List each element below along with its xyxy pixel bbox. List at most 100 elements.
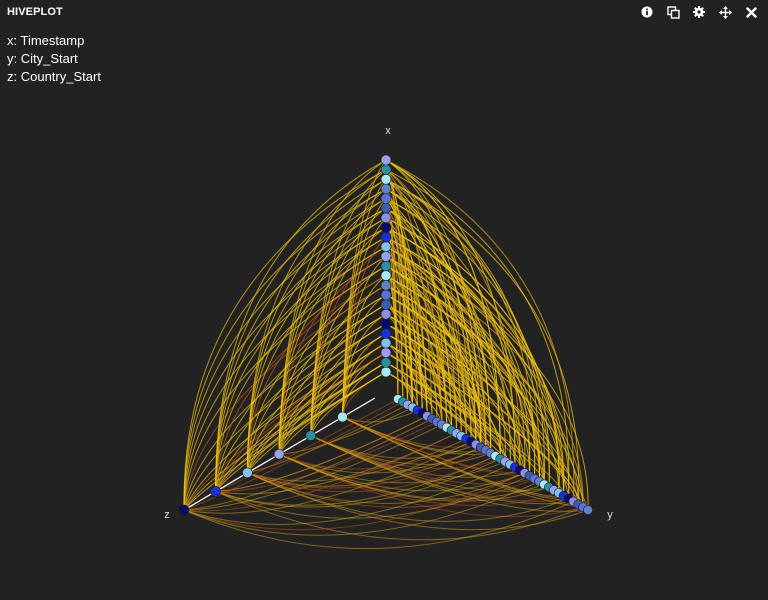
edge-151 [385,169,409,405]
edge-249 [342,416,486,453]
node-x-0 [380,366,392,378]
edge-39 [385,323,545,485]
info-button[interactable] [634,4,660,20]
edge-277 [247,472,525,504]
node-x-6 [380,308,392,320]
edge-127 [385,198,453,431]
copy-button[interactable] [660,4,686,20]
node-x-4 [380,328,392,339]
copy-icon [666,5,680,19]
edge-237 [246,169,387,473]
node-x-21 [380,164,392,175]
edge-290 [183,472,525,531]
edge-149 [385,169,570,499]
node-x-13 [380,241,392,252]
node-x-12 [380,251,392,262]
edge-285 [215,490,584,541]
node-x-16 [380,212,392,224]
edge-236 [310,169,387,436]
edge-292 [183,481,540,536]
edge-239 [342,159,387,418]
edge-layer [183,159,589,550]
move-icon [718,5,732,19]
edge-129 [385,198,423,414]
legend-z: z: Country_Start [7,69,101,84]
axis-x-label: x [385,125,391,137]
axis-y-label: y [607,509,613,521]
edge-275 [247,449,486,489]
edge-250 [342,416,584,508]
edge-205 [215,275,387,492]
node-z-0 [337,411,348,423]
edge-226 [183,207,387,511]
node-x-22 [380,154,392,166]
node-z-4 [210,486,221,497]
edge-289 [183,418,433,511]
node-x-17 [380,202,392,214]
edge-240 [278,159,387,455]
edge-155 [385,159,516,468]
edge-271 [247,472,569,522]
edge-293 [183,432,457,512]
edge-286 [215,455,496,506]
panel-header: HIVEPLOT [0,0,768,24]
edge-261 [278,446,482,474]
edge-147 [385,169,467,439]
legend-y: y: City_Start [7,51,78,66]
edge-291 [183,424,443,511]
node-z-1 [305,430,317,441]
edge-177 [215,352,387,492]
edge-274 [247,438,467,482]
edge-248 [342,416,530,477]
move-button[interactable] [712,4,738,20]
edge-279 [215,475,530,519]
edge-76 [385,275,579,505]
edge-146 [385,178,448,428]
edge-284 [215,398,399,492]
edge-160 [385,159,501,459]
edge-288 [183,441,472,514]
edge-157 [385,159,472,442]
edge-108 [385,227,526,474]
edge-243 [342,409,418,423]
node-x-7 [380,299,392,310]
panel-title: HIVEPLOT [7,6,63,18]
info-icon [641,6,653,18]
axis-legend: x: Timestamp y: City_Start z: Country_St… [7,32,101,86]
edge-145 [385,178,521,471]
edge-280 [215,415,428,492]
edge-287 [183,401,404,511]
node-y-39 [583,505,593,515]
node-layer [178,154,593,516]
node-x-18 [380,193,392,204]
gear-icon [693,6,705,18]
node-x-2 [380,347,392,359]
edge-258 [310,435,589,512]
close-button[interactable] [738,4,764,20]
node-z-5 [178,504,190,516]
node-x-11 [380,260,392,272]
settings-button[interactable] [686,4,712,20]
edge-84 [385,255,438,422]
edge-128 [385,198,550,488]
panel-toolbar [634,4,764,20]
node-x-9 [380,279,392,291]
close-icon [745,6,757,18]
axis-label-layer: x y z [164,125,613,521]
edge-152 [385,169,433,419]
node-x-14 [380,231,392,243]
node-x-15 [380,222,392,233]
axis-z-label: z [164,509,170,521]
edge-142 [385,178,462,437]
edge-264 [278,453,506,484]
node-z-3 [242,467,253,479]
edge-263 [278,453,584,518]
edge-217 [215,236,387,492]
edge-232 [183,188,387,511]
node-x-19 [380,183,392,195]
edge-202 [183,284,387,511]
edge-295 [183,464,511,525]
node-x-3 [380,337,392,349]
edge-294 [183,501,574,550]
